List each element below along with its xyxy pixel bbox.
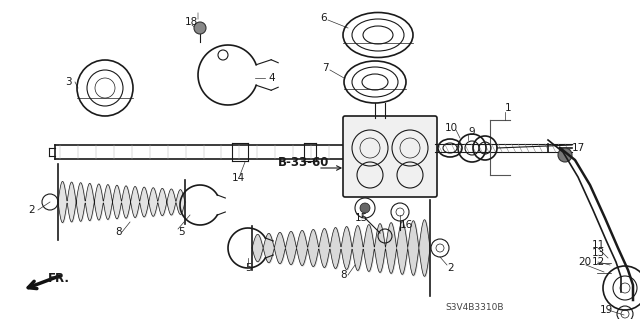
Text: 5: 5 [245,263,252,273]
Text: 19: 19 [600,305,613,315]
Text: 8: 8 [115,227,122,237]
Text: 4: 4 [268,73,275,83]
Text: 17: 17 [572,143,585,153]
Circle shape [558,148,572,162]
Text: 15: 15 [355,213,368,223]
Text: 6: 6 [320,13,326,23]
Circle shape [360,203,370,213]
Text: 3: 3 [65,77,72,87]
FancyBboxPatch shape [343,116,437,197]
Text: 18: 18 [185,17,198,27]
Circle shape [194,22,206,34]
Text: 13: 13 [592,248,605,258]
Text: 8: 8 [340,270,347,280]
Text: 11: 11 [592,240,605,250]
Text: 10: 10 [445,123,458,133]
Text: 7: 7 [322,63,328,73]
Text: 5: 5 [178,227,184,237]
Text: FR.: FR. [48,271,70,285]
Text: S3V4B3310B: S3V4B3310B [445,303,504,313]
Text: 16: 16 [400,220,413,230]
Text: 14: 14 [232,173,245,183]
Text: 9: 9 [468,127,475,137]
Text: B-33-60: B-33-60 [278,157,330,169]
Text: 20: 20 [578,257,591,267]
Text: 1: 1 [505,103,511,113]
Text: 2: 2 [28,205,35,215]
Text: 2: 2 [447,263,454,273]
Text: 12: 12 [592,257,605,267]
